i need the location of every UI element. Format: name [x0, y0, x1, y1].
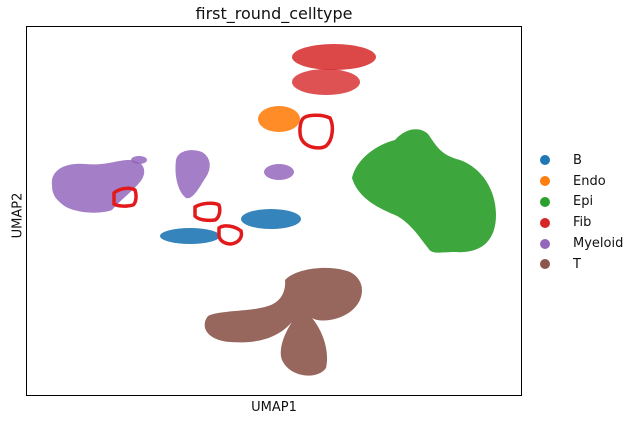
legend-marker: [540, 217, 550, 228]
cluster-fib-lower: [292, 69, 360, 95]
legend-item-b: B: [540, 150, 623, 171]
x-axis-label: UMAP1: [251, 400, 297, 415]
cluster-myeloid-mini: [264, 164, 294, 180]
legend-marker: [540, 155, 550, 166]
legend-marker: [540, 196, 550, 207]
legend-item-endo: Endo: [540, 171, 623, 192]
annotation-outline-1: [298, 113, 335, 150]
cluster-group: [51, 44, 496, 376]
cluster-b-right: [241, 209, 301, 229]
cluster-myeloid-small: [131, 156, 147, 164]
legend-item-t: T: [540, 254, 623, 275]
legend-label: B: [573, 152, 582, 168]
legend: B Endo Epi Fib Myeloid T: [540, 150, 623, 275]
legend-label: Epi: [573, 194, 594, 210]
cluster-fib-upper: [292, 44, 376, 70]
legend-label: Fib: [573, 215, 592, 231]
cluster-myeloid-left: [51, 160, 145, 213]
cluster-epi: [352, 129, 496, 253]
cluster-b-left: [160, 228, 220, 244]
legend-marker: [540, 238, 550, 249]
legend-item-fib: Fib: [540, 212, 623, 233]
annotation-outline-4: [217, 224, 244, 246]
legend-item-epi: Epi: [540, 192, 623, 213]
y-axis-label: UMAP2: [10, 192, 26, 239]
plot-frame: [26, 26, 522, 396]
legend-item-myeloid: Myeloid: [540, 233, 623, 254]
legend-label: T: [573, 256, 581, 272]
cluster-t: [204, 267, 362, 376]
legend-label: Endo: [573, 173, 606, 189]
legend-marker: [540, 259, 550, 270]
cluster-myeloid-mid: [175, 150, 210, 199]
chart-title: first_round_celltype: [195, 4, 353, 23]
annotation-outline-2: [112, 186, 138, 208]
legend-label: Myeloid: [573, 236, 624, 252]
annotation-group: [112, 113, 335, 246]
cluster-endo: [258, 106, 300, 132]
annotation-outline-3: [193, 201, 222, 223]
legend-marker: [540, 176, 550, 187]
